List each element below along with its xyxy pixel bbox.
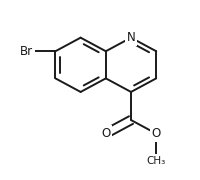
Text: O: O <box>101 127 110 140</box>
Text: Br: Br <box>20 45 33 58</box>
Text: O: O <box>152 127 161 140</box>
Text: N: N <box>127 31 135 44</box>
Text: CH₃: CH₃ <box>147 156 166 166</box>
